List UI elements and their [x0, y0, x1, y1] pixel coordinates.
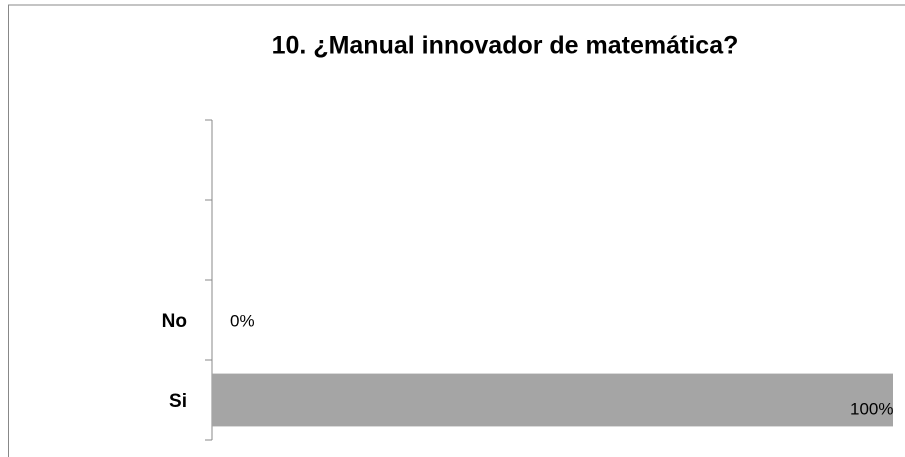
- chart-title: 10. ¿Manual innovador de matemática?: [272, 32, 739, 60]
- data-label: 100%: [850, 399, 893, 418]
- y-tick-label: Si: [169, 391, 187, 412]
- data-label: 0%: [230, 311, 255, 330]
- bar: [212, 373, 893, 427]
- y-tick-label: No: [162, 311, 187, 332]
